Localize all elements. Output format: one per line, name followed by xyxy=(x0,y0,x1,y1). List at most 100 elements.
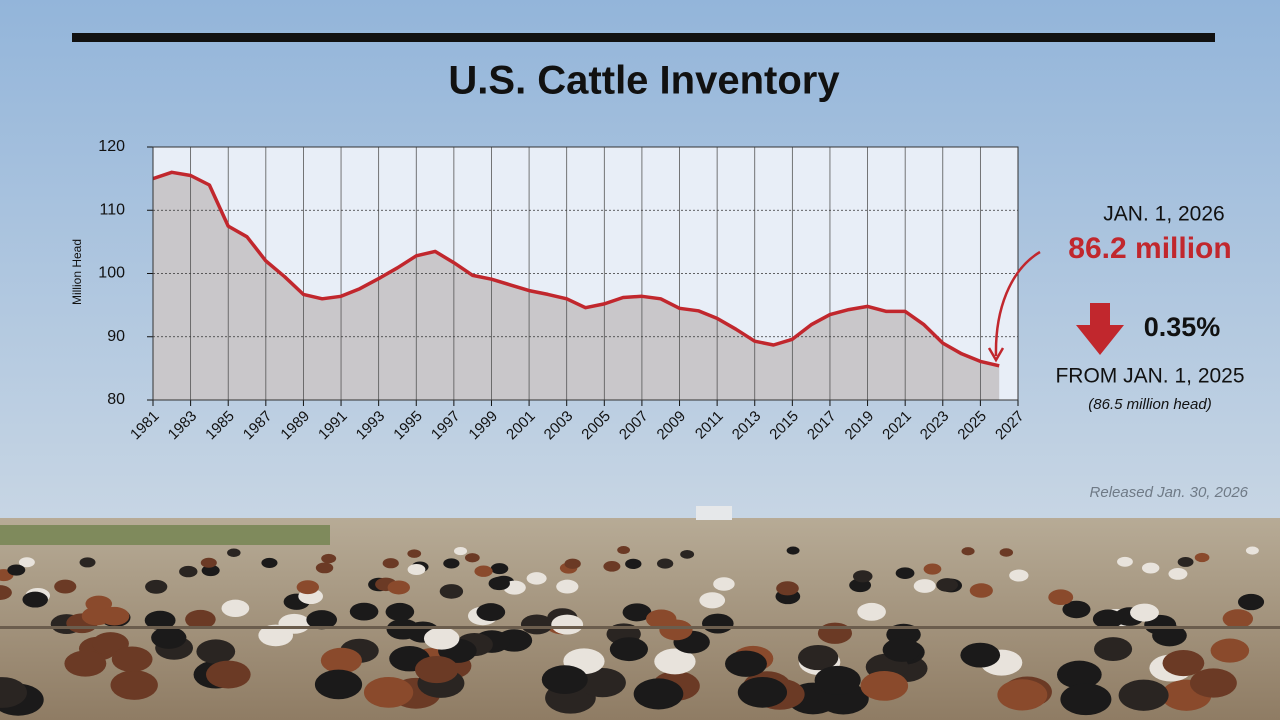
cow xyxy=(1062,600,1091,619)
cow xyxy=(386,618,420,640)
cow xyxy=(221,599,250,618)
cow xyxy=(81,606,112,626)
cow xyxy=(882,637,921,662)
cow xyxy=(817,622,853,644)
cow xyxy=(526,572,547,585)
cattle xyxy=(0,546,1280,716)
cow xyxy=(1093,637,1133,661)
cow xyxy=(320,647,362,674)
cow xyxy=(488,576,510,591)
cow xyxy=(725,650,767,677)
cow xyxy=(439,584,464,599)
cow xyxy=(737,676,788,708)
cow xyxy=(852,570,873,583)
cow xyxy=(201,564,220,577)
cow xyxy=(1056,660,1102,689)
cow xyxy=(151,626,187,649)
annotation-date: JAN. 1, 2026 xyxy=(1103,203,1224,226)
building xyxy=(696,506,732,520)
cow xyxy=(453,546,468,556)
y-tick-label: 120 xyxy=(98,138,125,155)
cow xyxy=(960,642,1001,668)
cow xyxy=(1117,556,1133,567)
cow xyxy=(385,602,415,621)
cow xyxy=(296,580,319,595)
cow xyxy=(564,558,581,569)
cow xyxy=(633,678,684,710)
cow xyxy=(1177,556,1194,567)
cow xyxy=(541,665,588,694)
cow xyxy=(179,565,198,578)
cow xyxy=(54,579,77,594)
y-tick-label: 100 xyxy=(98,265,125,282)
cow xyxy=(1162,650,1205,677)
cow xyxy=(645,609,677,629)
cow xyxy=(999,548,1014,557)
cow xyxy=(680,549,695,559)
cow xyxy=(556,579,579,594)
cow xyxy=(797,644,839,671)
cow xyxy=(1009,569,1029,582)
cow xyxy=(936,578,958,592)
cow xyxy=(579,668,626,698)
cow xyxy=(414,655,459,684)
cow xyxy=(464,553,480,563)
cow xyxy=(622,603,652,622)
cow xyxy=(315,562,334,574)
cow xyxy=(1060,683,1112,716)
cow xyxy=(64,650,107,677)
cow xyxy=(443,558,460,569)
cow xyxy=(961,547,975,556)
cow xyxy=(654,648,696,675)
y-tick-label: 90 xyxy=(107,328,125,345)
cow xyxy=(258,624,294,647)
cow xyxy=(699,592,726,609)
cow xyxy=(79,557,96,568)
cow xyxy=(490,563,509,575)
cow xyxy=(407,549,422,558)
cow xyxy=(895,567,915,580)
chart-title: U.S. Cattle Inventory xyxy=(448,59,840,103)
annotation-previous: (86.5 million head) xyxy=(1088,396,1211,413)
cow xyxy=(110,670,158,700)
cow xyxy=(321,553,337,564)
cow xyxy=(1194,552,1210,563)
cow xyxy=(617,546,630,555)
cow xyxy=(1189,668,1237,698)
cow xyxy=(200,557,217,568)
cow xyxy=(363,676,414,708)
cow xyxy=(111,646,153,672)
release-note: Released Jan. 30, 2026 xyxy=(1090,484,1249,501)
y-tick-label: 110 xyxy=(99,201,125,218)
cow xyxy=(609,637,648,662)
cow xyxy=(1210,638,1250,663)
cow xyxy=(407,563,426,576)
cow xyxy=(145,579,168,594)
cow xyxy=(261,557,278,568)
y-tick-label: 80 xyxy=(107,391,125,408)
annotation-arrow-head xyxy=(987,347,1005,363)
y-axis-label: Million Head xyxy=(70,239,84,305)
cow xyxy=(913,579,936,593)
cow xyxy=(144,610,176,630)
cow xyxy=(0,677,27,708)
cow xyxy=(1168,567,1188,580)
cow xyxy=(713,577,735,591)
cow xyxy=(185,609,216,629)
cow xyxy=(7,564,26,576)
annotation-current: 86.2 million xyxy=(1068,232,1231,265)
cow xyxy=(625,558,642,570)
cow xyxy=(306,610,338,630)
cow xyxy=(1245,546,1259,555)
cow xyxy=(1118,679,1169,711)
annotation-compare: FROM JAN. 1, 2025 xyxy=(1055,365,1244,388)
cow xyxy=(18,557,35,568)
cow xyxy=(1092,609,1124,629)
cow xyxy=(786,546,800,555)
cow xyxy=(22,591,48,608)
cow xyxy=(205,660,251,689)
cow xyxy=(314,669,363,700)
cow xyxy=(423,627,460,650)
cow xyxy=(1048,589,1074,605)
